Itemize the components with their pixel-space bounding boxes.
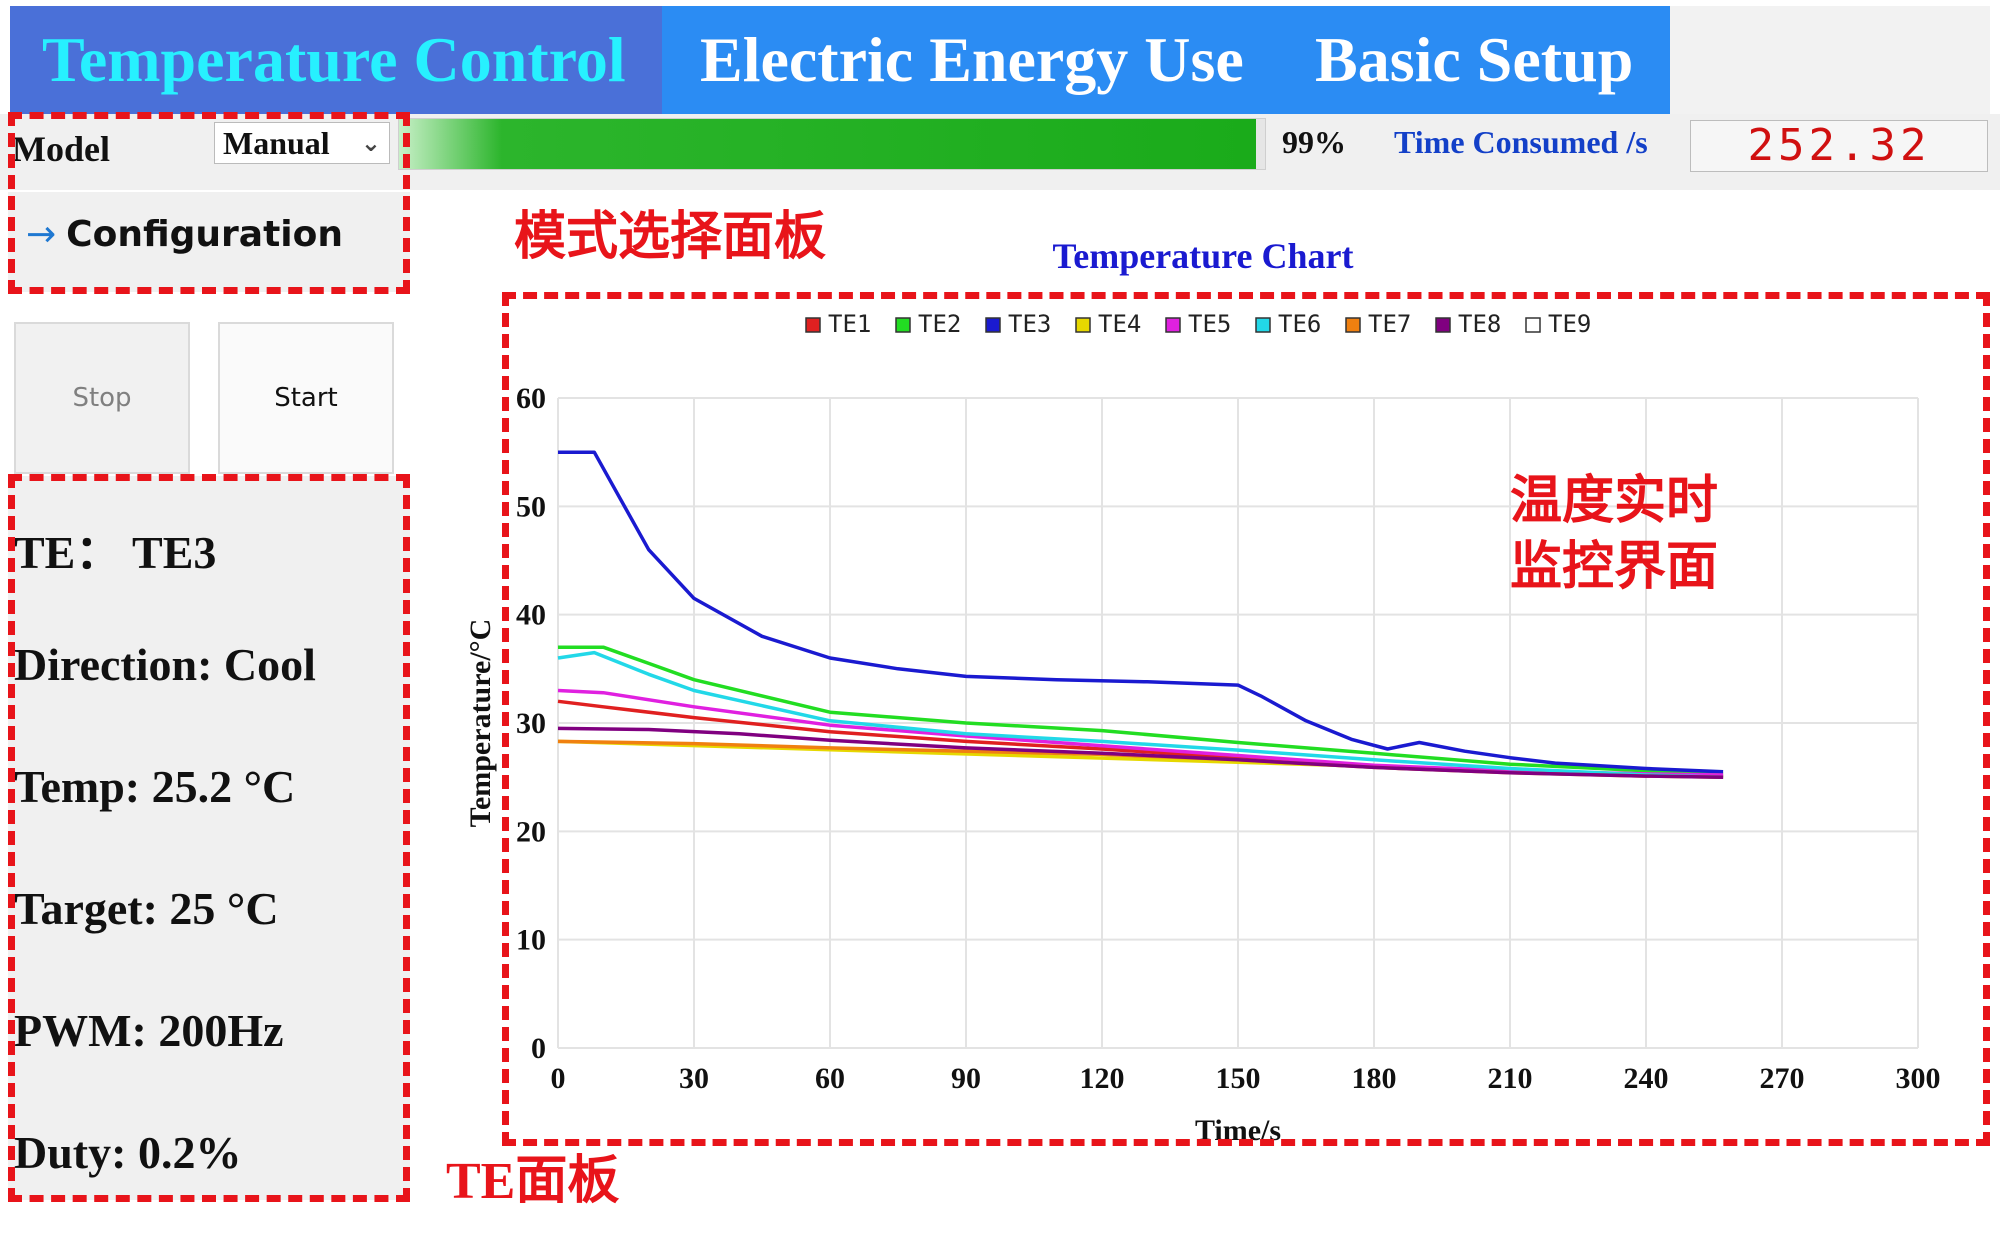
te-target: Target: 25 °C — [14, 883, 279, 934]
x-tick-label: 90 — [951, 1062, 981, 1095]
legend-label: TE9 — [1548, 310, 1591, 338]
chart-title: Temperature Chart — [1053, 236, 1354, 276]
legend-swatch — [1525, 317, 1541, 333]
legend-swatch — [1165, 317, 1181, 333]
legend-label: TE8 — [1458, 310, 1501, 338]
legend-swatch — [1345, 317, 1361, 333]
y-tick-label: 10 — [516, 924, 546, 957]
arrow-right-icon: → — [26, 214, 57, 255]
progress-percent: 99% — [1282, 124, 1346, 160]
tab-temperature-control[interactable]: Temperature Control — [10, 6, 662, 114]
legend-label: TE1 — [828, 310, 871, 338]
x-tick-label: 120 — [1080, 1062, 1125, 1095]
te-temperature: Temp: 25.2 °C — [14, 761, 296, 812]
start-button[interactable]: Start — [218, 322, 394, 474]
legend-swatch — [985, 317, 1001, 333]
x-tick-label: 240 — [1624, 1062, 1669, 1095]
x-tick-label: 300 — [1896, 1062, 1941, 1095]
te-direction: Direction: Cool — [14, 639, 316, 690]
progress-bar-fill — [399, 119, 1257, 169]
tab-basic-setup[interactable]: Basic Setup — [1315, 24, 1634, 95]
x-tick-label: 0 — [551, 1062, 566, 1095]
y-tick-label: 60 — [516, 382, 546, 415]
mode-select[interactable]: Manual ⌄ — [214, 122, 390, 164]
y-tick-label: 40 — [516, 599, 546, 632]
annotation-monitor-line1: 温度实时 — [1510, 471, 1719, 531]
mode-select-value: Manual — [223, 125, 330, 161]
y-tick-label: 20 — [516, 815, 546, 848]
chevron-down-icon: ⌄ — [360, 129, 381, 157]
annotation-box-te — [8, 474, 410, 1202]
legend-swatch — [1435, 317, 1451, 333]
series-line-te3 — [558, 450, 1724, 774]
time-consumed-display: 252.32 — [1690, 120, 1988, 172]
annotation-box-monitor — [502, 292, 1990, 1146]
series-line-te8 — [557, 726, 1724, 779]
y-tick-label: 50 — [516, 490, 546, 523]
x-tick-label: 30 — [679, 1062, 709, 1095]
legend-label: TE3 — [1008, 310, 1051, 338]
x-tick-label: 210 — [1488, 1062, 1533, 1095]
legend-label: TE4 — [1098, 310, 1141, 338]
mode-selection-panel — [8, 192, 410, 292]
x-tick-label: 150 — [1216, 1062, 1261, 1095]
tab-bar: Temperature Control Electric Energy Use … — [10, 6, 1670, 114]
series-line-te6 — [557, 650, 1724, 779]
te-selected: TE： TE3 — [14, 527, 217, 578]
y-tick-label: 0 — [531, 1032, 546, 1065]
legend-label: TE7 — [1368, 310, 1411, 338]
progress-bar — [398, 118, 1266, 170]
legend-swatch — [895, 317, 911, 333]
tab-bar-empty-area — [1670, 6, 1990, 114]
annotation-monitor-line2: 监控界面 — [1510, 537, 1719, 597]
legend-label: TE2 — [918, 310, 961, 338]
te-pwm: PWM: 200Hz — [14, 1005, 284, 1056]
configuration-link[interactable]: → Configuration — [26, 214, 343, 255]
te-duty: Duty: 0.2% — [14, 1127, 242, 1178]
annotation-te-panel: TE面板 — [446, 1153, 620, 1210]
legend-label: TE6 — [1278, 310, 1321, 338]
legend-label: TE5 — [1188, 310, 1231, 338]
stop-button[interactable]: Stop — [14, 322, 190, 474]
x-tick-label: 60 — [815, 1062, 845, 1095]
legend-swatch — [1255, 317, 1271, 333]
time-consumed-label: Time Consumed /s — [1394, 124, 1648, 160]
x-tick-label: 180 — [1352, 1062, 1397, 1095]
y-tick-label: 30 — [516, 707, 546, 740]
mode-label: Model — [12, 129, 110, 169]
configuration-label: Configuration — [66, 214, 343, 255]
annotation-mode-panel: 模式选择面板 — [514, 207, 827, 267]
x-tick-label: 270 — [1760, 1062, 1805, 1095]
te-panel — [8, 476, 410, 1200]
tab-electric-energy-use[interactable]: Electric Energy Use — [700, 24, 1244, 95]
series-line-te2 — [558, 645, 1724, 776]
legend-swatch — [1075, 317, 1091, 333]
annotation-box-mode — [8, 112, 410, 294]
y-axis-label: Temperature/°C — [464, 619, 497, 828]
legend-swatch — [805, 317, 821, 333]
